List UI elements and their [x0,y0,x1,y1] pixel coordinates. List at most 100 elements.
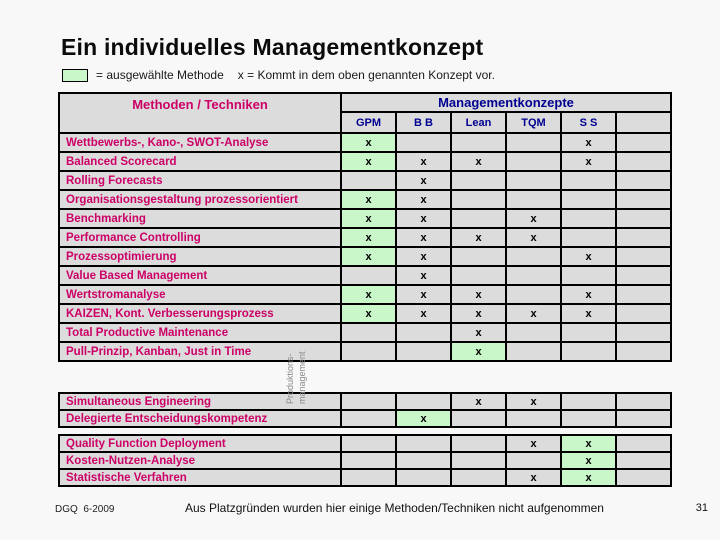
method-label: Benchmarking [58,208,342,229]
matrix-cell [615,151,672,172]
method-label: Prozessoptimierung [58,246,342,267]
method-label: Wertstromanalyse [58,284,342,305]
matrix-cell: x [560,284,617,305]
selected-method-cell: x [560,451,617,470]
table-row: Performance Controlling x x x x [58,227,672,248]
table-row: Quality Function Deployment x x [58,434,672,453]
table-row: Pull-Prinzip, Kanban, Just in Time x [58,341,672,362]
table-row: Rolling Forecasts x [58,170,672,191]
matrix-cell [340,341,397,362]
matrix-cell: x [450,227,507,248]
matrix-cell: x [450,392,507,411]
selected-method-cell: x [340,284,397,305]
matrix-cell [450,265,507,286]
matrix-cell [560,208,617,229]
matrix-cell [615,409,672,428]
concept-header-lean: Lean [450,111,507,134]
matrix-cell [505,246,562,267]
matrix-cell [505,322,562,343]
matrix-cell [615,322,672,343]
method-label: Pull-Prinzip, Kanban, Just in Time [58,341,342,362]
method-label: Delegierte Entscheidungskompetenz [58,409,342,428]
selected-method-swatch [62,68,88,82]
matrix-cell: x [560,151,617,172]
selected-method-cell: x [560,434,617,453]
table-row: Kosten-Nutzen-Analyse x [58,451,672,470]
matrix-table-2: Simultaneous Engineering x x Delegierte Ent… [58,392,672,428]
matrix-cell [560,189,617,210]
matrix-cell [505,451,562,470]
selected-method-cell: x [340,227,397,248]
matrix-cell [340,265,397,286]
method-label: Statistische Verfahren [58,468,342,487]
footer-org-date: DGQ 6-2009 [55,504,115,515]
page-title: Ein individuelles Managementkonzept [61,34,484,60]
matrix-cell [450,409,507,428]
matrix-cell [450,132,507,153]
legend-swatch-label: = ausgewählte Methode [96,68,224,82]
matrix-cell [340,170,397,191]
matrix-cell [340,322,397,343]
selected-method-cell: x [340,303,397,324]
concept-header-gpm: GPM [340,111,397,134]
table-row: Prozessoptimierung x x x [58,246,672,267]
method-label: KAIZEN, Kont. Verbesserungsprozess [58,303,342,324]
legend: = ausgewählte Methode x = Kommt in dem o… [62,68,495,82]
matrix-cell: x [505,208,562,229]
concepts-group-header: Managementkonzepte [340,92,672,113]
matrix-cell [615,246,672,267]
matrix-cell: x [395,265,452,286]
selected-method-cell: x [340,246,397,267]
selected-method-cell: x [560,468,617,487]
method-label: Kosten-Nutzen-Analyse [58,451,342,470]
matrix-cell [505,132,562,153]
matrix-cell [560,409,617,428]
matrix-cell [395,451,452,470]
table-row: Organisationsgestaltung prozessorientier… [58,189,672,210]
matrix-cell: x [450,151,507,172]
matrix-cell [395,468,452,487]
matrix-cell [560,322,617,343]
matrix-cell [615,303,672,324]
matrix-cell [615,392,672,411]
method-label: Balanced Scorecard [58,151,342,172]
matrix-cell [615,132,672,153]
matrix-cell: x [560,303,617,324]
matrix-cell: x [395,227,452,248]
selected-method-cell: x [340,189,397,210]
table-row: Benchmarking x x x [58,208,672,229]
matrix-cell [340,392,397,411]
matrix-cell [395,392,452,411]
table-row: Delegierte Entscheidungskompetenz x [58,409,672,428]
matrix-cell: x [505,434,562,453]
matrix-cell: x [450,284,507,305]
table-row: Statistische Verfahren x x [58,468,672,487]
matrix-cell: x [395,284,452,305]
matrix-cell [340,434,397,453]
methods-column-header: Methoden / Techniken [58,92,342,134]
concept-header-tqm: TQM [505,111,562,134]
matrix-cell [450,189,507,210]
matrix-cell: x [505,468,562,487]
matrix-cell [340,468,397,487]
legend-x-label: x = Kommt in dem oben genannten Konzept … [237,68,495,82]
method-label: Rolling Forecasts [58,170,342,191]
matrix-cell [450,451,507,470]
selected-method-cell: x [450,341,507,362]
matrix-cell [395,434,452,453]
matrix-cell: x [560,132,617,153]
matrix-cell [615,170,672,191]
table-row: Total Productive Maintenance x [58,322,672,343]
method-label: Wettbewerbs-, Kano-, SWOT-Analyse [58,132,342,153]
matrix-cell [615,434,672,453]
matrix-cell: x [505,392,562,411]
table-row: KAIZEN, Kont. Verbesserungsprozess x x x x x [58,303,672,324]
table-row: Wettbewerbs-, Kano-, SWOT-Analyse x x [58,132,672,153]
matrix-cell: x [505,303,562,324]
matrix-cell: x [560,246,617,267]
selected-method-cell: x [340,132,397,153]
matrix-cell [560,227,617,248]
matrix-cell [395,132,452,153]
table-row: Value Based Management x [58,265,672,286]
matrix-cell [505,170,562,191]
